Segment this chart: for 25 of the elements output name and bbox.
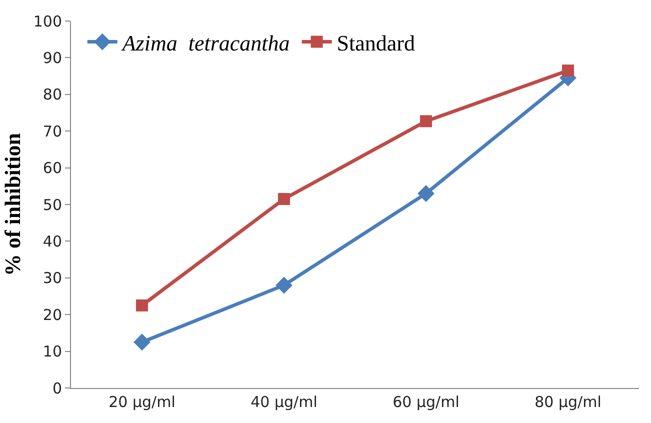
y-axis-title: % of inhibition (0, 132, 26, 276)
point (420, 115, 432, 128)
point (134, 334, 150, 351)
y-tick-label: 50 (42, 196, 62, 214)
point (418, 185, 434, 202)
legend-label: Azima tetracantha (120, 30, 290, 56)
point (562, 64, 574, 77)
y-tick-label: 60 (42, 159, 62, 178)
x-tick-label: 80 µg/ml (534, 393, 602, 411)
point (136, 299, 148, 312)
point (276, 276, 292, 294)
y-tick-label: 10 (42, 342, 62, 361)
y-tick-label: 90 (42, 48, 62, 67)
legend-label: Standard (336, 30, 415, 56)
y-tick-label: 0 (52, 379, 62, 398)
y-tick-label: 30 (42, 269, 62, 288)
y-tick-label: 70 (42, 122, 62, 140)
x-tick-label: 40 µg/ml (250, 393, 318, 411)
y-tick-label: 80 (42, 86, 62, 104)
y-tick-label: 100 (33, 12, 62, 30)
x-tick-label: 20 µg/ml (108, 393, 176, 411)
y-tick-label: 20 (42, 306, 62, 324)
point (278, 193, 290, 205)
y-tick-label: 40 (42, 232, 62, 250)
x-tick-label: 60 µg/ml (392, 393, 460, 411)
